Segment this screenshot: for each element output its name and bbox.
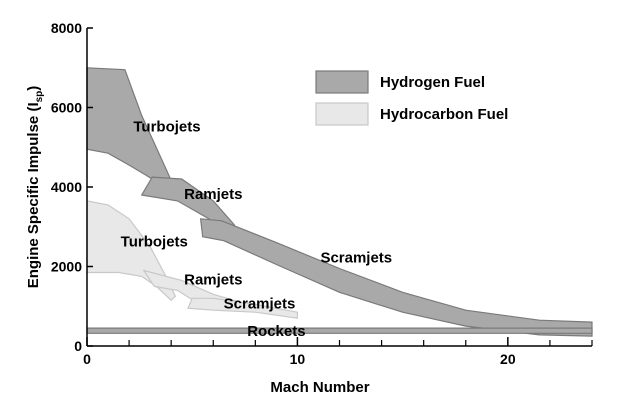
hydrogen-rockets-region (86, 327, 593, 334)
legend-swatch-hydrogen (315, 70, 369, 94)
legend-swatch-hydrocarbon (315, 102, 369, 126)
ticks-layer: 0 2000 4000 6000 8000 0 10 20 (51, 20, 593, 367)
x-tick-label-0: 0 (83, 351, 91, 367)
hydrogen-ramjets-label: Ramjets (184, 186, 242, 203)
hydrogen-scramjets-region (199, 218, 593, 337)
hydrogen-rockets-label: Rockets (247, 323, 305, 340)
hydrocarbon-turbojets-label: Turbojets (121, 234, 188, 251)
hydrogen-turbojets-label: Turbojets (133, 118, 200, 135)
y-tick-label-8000: 8000 (51, 20, 82, 36)
legend-label-hydrogen: Hydrogen Fuel (380, 74, 485, 91)
hydrocarbon-scramjets-label: Scramjets (224, 295, 296, 312)
y-tick-label-4000: 4000 (51, 179, 82, 195)
region-labels-layer: Turbojets Ramjets Scramjets Turbojets Ramjet… (121, 118, 392, 340)
x-axis-title: Mach Number (270, 379, 369, 396)
y-axis-title-close: ) (25, 86, 42, 91)
y-tick-label-6000: 6000 (51, 100, 82, 116)
y-axis-title-main: Engine Specific Impulse (I (25, 102, 42, 288)
hydrocarbon-scramjets-region (187, 297, 298, 319)
x-tick-label-20: 20 (500, 351, 516, 367)
hydrogen-scramjets-label: Scramjets (320, 250, 392, 267)
y-axis-title-subscript: sp (34, 91, 45, 103)
legend-label-hydrocarbon: Hydrocarbon Fuel (380, 106, 508, 123)
y-axis-title: Engine Specific Impulse (Isp) (25, 86, 45, 289)
legend: Hydrogen Fuel Hydrocarbon Fuel (315, 70, 508, 126)
hydrocarbon-ramjets-label: Ramjets (184, 271, 242, 288)
y-tick-label-2000: 2000 (51, 259, 82, 275)
x-tick-label-10: 10 (290, 351, 306, 367)
y-tick-label-0: 0 (74, 338, 82, 354)
